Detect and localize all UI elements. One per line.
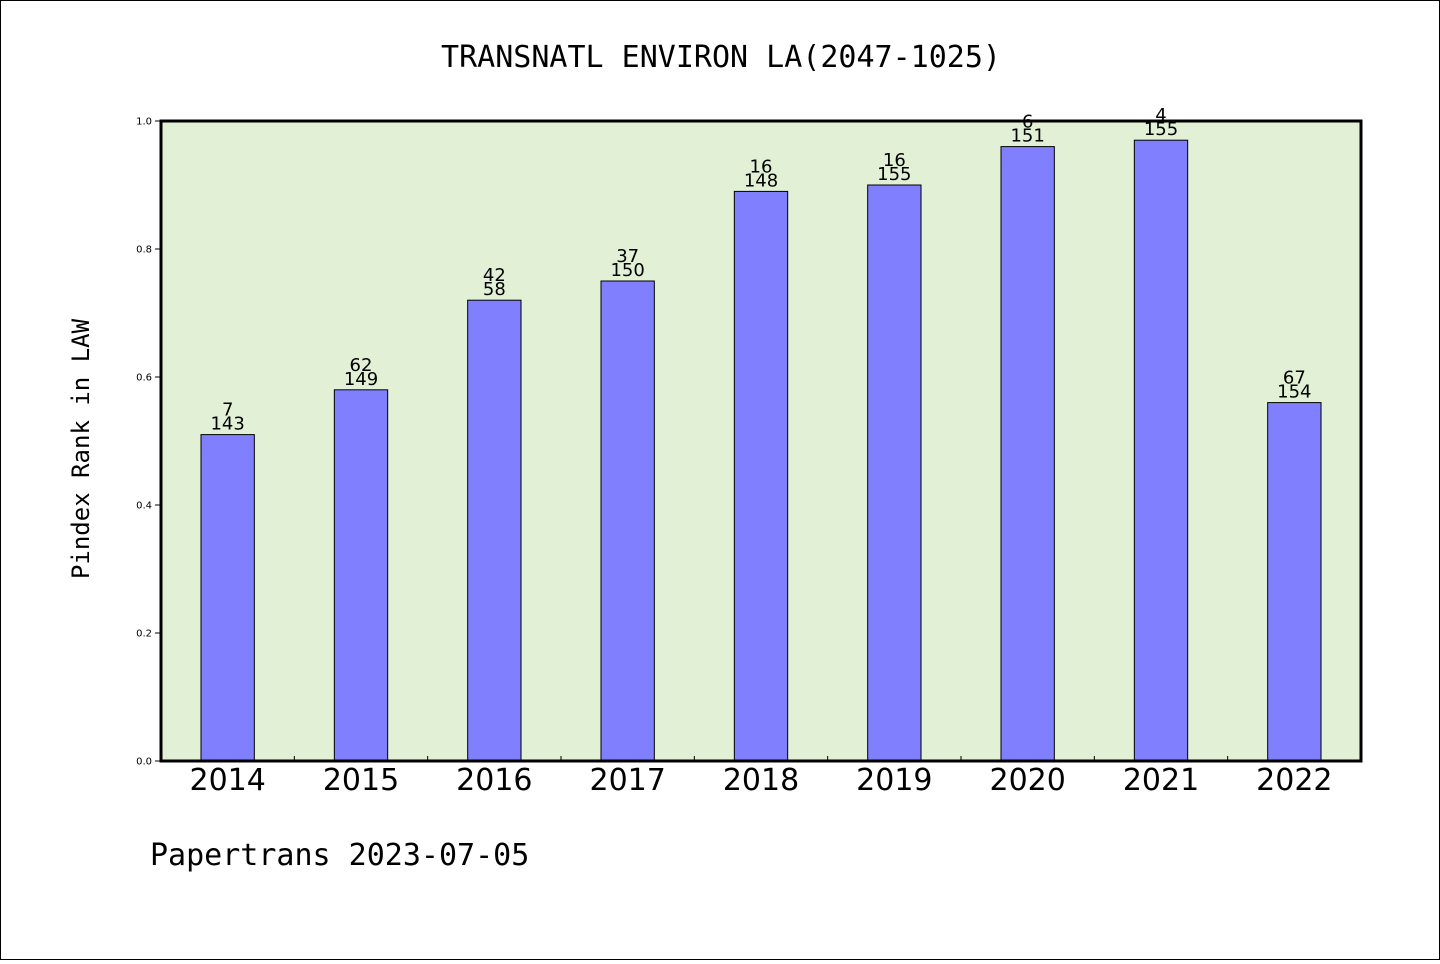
bar-2015: [333, 389, 389, 762]
bar-2017: [600, 280, 655, 762]
data-label-bottom: 151: [1010, 126, 1044, 147]
bar-2020: [1000, 146, 1055, 762]
x-tick-label: 2016: [456, 763, 532, 798]
bar-2022: [1267, 402, 1322, 762]
data-label-bottom: 150: [610, 260, 644, 281]
data-label-top: 62: [350, 355, 373, 376]
x-tick-label: 2017: [589, 763, 665, 798]
footer-text: Papertrans 2023-07-05: [150, 838, 529, 873]
x-tick-label: 2022: [1256, 763, 1332, 798]
bar-2018: [733, 190, 789, 762]
data-label-bottom: 143: [210, 414, 244, 435]
data-label-top: 37: [616, 246, 639, 267]
x-tick-label: 2018: [723, 763, 799, 798]
bar-2021: [1133, 139, 1189, 762]
x-tick-label: 2014: [189, 763, 265, 798]
x-tick-label: 2020: [989, 763, 1065, 798]
data-label-top: 4: [1155, 105, 1166, 126]
y-axis-label: Pindex Rank in LAW: [67, 318, 95, 579]
data-label-bottom: 149: [344, 369, 378, 390]
data-label-top: 7: [222, 400, 233, 421]
y-tick-label: 0.6: [136, 373, 152, 384]
bar-series: [200, 139, 1322, 762]
data-label-top: 16: [883, 150, 906, 171]
data-label-bottom: 58: [483, 279, 506, 300]
x-tick-label: 2019: [856, 763, 932, 798]
data-label-bottom: 148: [744, 170, 778, 191]
y-tick-label: 0.0: [136, 757, 152, 768]
bar-2016: [467, 299, 522, 762]
bar-2014: [200, 434, 255, 762]
y-tick-label: 0.8: [136, 245, 152, 256]
x-tick-label: 2015: [323, 763, 399, 798]
bar-2019: [867, 184, 922, 762]
data-label-top: 16: [750, 156, 773, 177]
x-tick-label: 2021: [1123, 763, 1199, 798]
y-axis: 0.0 0.2 0.4 0.6 0.8 1.0: [136, 117, 161, 768]
data-label-bottom: 154: [1277, 382, 1311, 403]
y-tick-label: 1.0: [136, 117, 152, 128]
x-axis: 2014 2015 2016 2017 2018 2019 2020 2021 2022: [189, 756, 1333, 798]
y-tick-label: 0.2: [136, 629, 152, 640]
data-label-top: 67: [1283, 368, 1306, 389]
data-label-top: 42: [483, 265, 506, 286]
chart-title: TRANSNATL ENVIRON LA(2047-1025): [441, 40, 1001, 75]
data-label-bottom: 155: [1144, 119, 1178, 140]
y-tick-label: 0.4: [136, 501, 152, 512]
plot-border: [159, 119, 1363, 763]
data-label-bottom: 155: [877, 164, 911, 185]
